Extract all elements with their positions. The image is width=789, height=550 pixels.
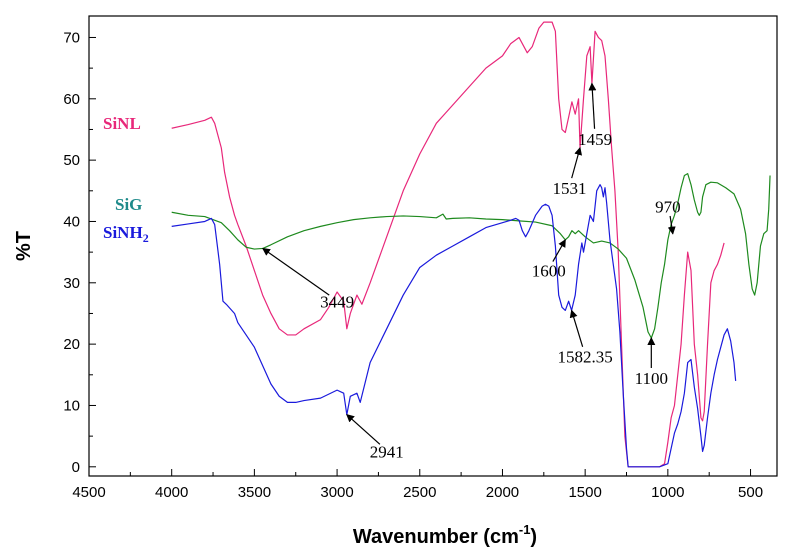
y-tick-label: 30 [63,275,80,292]
plot-frame [88,15,778,477]
x-tick-label: 3000 [320,484,353,501]
series-label: SiG [115,195,142,214]
series-line-sinh2 [171,184,737,468]
annotation-label: 1600 [532,262,566,281]
y-tick-label: 0 [72,459,80,476]
annotation-1100: 1100 [635,337,668,388]
x-tick-label: 2000 [486,484,519,501]
annotation-arrow [262,247,330,296]
x-axis-title-text: Wavenumber (cm [353,526,519,548]
annotation-arrow [569,309,584,348]
x-tick-label: 500 [738,484,763,501]
annotation-arrow [667,215,676,235]
annotation-label: 2941 [370,443,404,462]
annotation-label: 1531 [552,179,586,198]
annotation-arrow [346,413,381,445]
series-line-sinl [171,21,725,468]
x-tick-label: 4500 [72,484,105,501]
x-tick-label: 1500 [568,484,601,501]
annotation-label: 1100 [635,369,668,388]
annotation-label: 970 [655,197,681,216]
x-tick-label: 1000 [651,484,684,501]
y-tick-label: 20 [63,336,80,353]
series-label: SiNL [103,114,141,133]
annotation-arrow [571,146,583,179]
annotation-1459: 1459 [578,82,612,149]
y-tick-label: 70 [63,29,80,46]
annotation-2941: 2941 [346,413,404,462]
series-lines [171,21,771,468]
annotation-970: 970 [655,197,681,235]
annotation-label: 3449 [320,292,354,311]
annotation-arrow [588,82,597,129]
series-line-sig [171,173,771,339]
y-axis: 0 10 20 30 40 50 60 70 [63,29,96,476]
peak-annotations: 3449 2941 1600 1582.35 1531 1459 970 1100 [262,82,681,462]
y-tick-label: 10 [63,397,80,414]
y-tick-label: 60 [63,91,80,108]
series-label-sub: 2 [143,231,149,245]
x-tick-label: 4000 [155,484,188,501]
x-axis-title: Wavenumber (cm-1) [353,522,537,548]
x-axis: 4500 4000 3500 3000 2500 2000 1500 1000 500 [72,469,763,501]
x-axis-title-end: ) [530,526,537,548]
y-axis-title: %T [13,231,35,261]
annotation-1600: 1600 [532,238,566,281]
annotation-arrow [552,238,566,262]
x-tick-label: 3500 [238,484,271,501]
x-tick-label: 2500 [403,484,436,501]
y-tick-label: 40 [63,213,80,230]
x-axis-title-sup: -1 [519,522,531,537]
annotation-label: 1459 [578,130,612,149]
annotation-1531: 1531 [552,146,586,198]
annotation-1582.35: 1582.35 [558,309,613,367]
annotation-3449: 3449 [262,247,354,311]
series-labels: SiNL SiG SiNH2 [103,114,149,245]
series-label: SiNH2 [103,223,149,245]
y-tick-label: 50 [63,152,80,169]
annotation-label: 1582.35 [558,348,613,367]
